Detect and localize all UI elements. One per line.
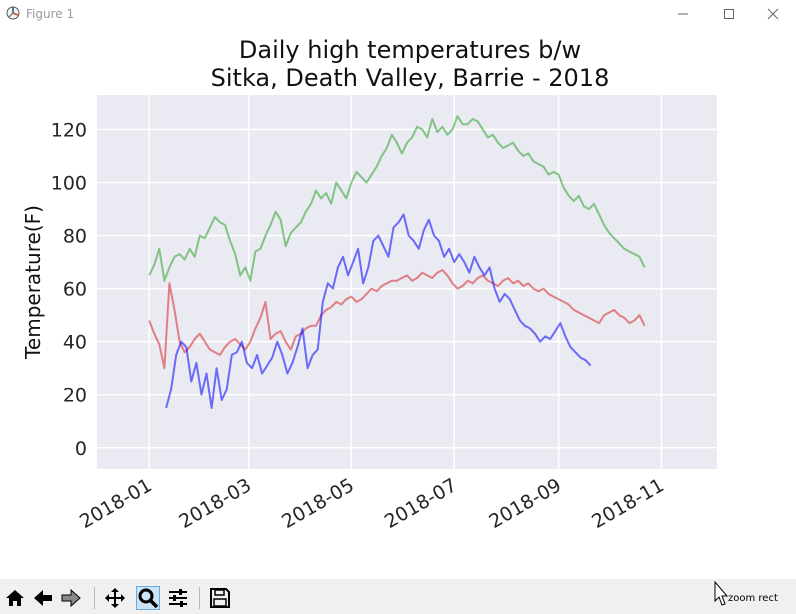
x-tick-labels: 2018-01 2018-03 2018-05 2018-07 2018-09 2018-… bbox=[76, 474, 668, 533]
pan-icon bbox=[105, 588, 125, 608]
chart-title-line-2: Sitka, Death Valley, Barrie - 2018 bbox=[211, 64, 610, 92]
configure-icon bbox=[169, 589, 187, 607]
series-line-3 bbox=[165, 213, 592, 409]
home-button[interactable] bbox=[4, 587, 26, 609]
toolbar-status-text: zoom rect bbox=[728, 593, 778, 604]
toolbar-separator bbox=[199, 587, 200, 609]
mouse-cursor-icon bbox=[714, 581, 728, 606]
configure-subplots-button[interactable] bbox=[167, 587, 189, 609]
minimize-button[interactable] bbox=[660, 0, 706, 28]
matplotlib-app-icon bbox=[6, 6, 20, 20]
grid-lines bbox=[97, 95, 717, 469]
y-tick-labels: 0 20 40 60 80 100 120 bbox=[51, 119, 87, 459]
x-tick-label: 2018-05 bbox=[278, 474, 358, 533]
x-tick-label: 2018-03 bbox=[175, 474, 255, 533]
chart-title-line-1: Daily high temperatures b/w bbox=[239, 36, 581, 64]
home-icon bbox=[6, 590, 24, 606]
y-tick-label: 40 bbox=[63, 332, 87, 354]
zoom-icon bbox=[138, 588, 159, 609]
x-tick-label: 2018-01 bbox=[76, 474, 156, 533]
x-tick-label: 2018-07 bbox=[381, 474, 461, 533]
window-titlebar: Figure 1 bbox=[0, 0, 796, 28]
close-button[interactable] bbox=[750, 0, 796, 28]
y-tick-label: 60 bbox=[63, 279, 87, 301]
back-button[interactable] bbox=[32, 587, 54, 609]
maximize-button[interactable] bbox=[706, 0, 752, 28]
y-tick-label: 20 bbox=[63, 385, 87, 407]
save-button[interactable] bbox=[209, 587, 231, 609]
maximize-icon bbox=[724, 9, 734, 19]
forward-button[interactable] bbox=[60, 587, 82, 609]
y-tick-label: 120 bbox=[51, 119, 87, 141]
save-icon bbox=[210, 588, 230, 608]
x-tick-label: 2018-11 bbox=[588, 474, 668, 533]
navigation-toolbar bbox=[0, 579, 796, 614]
series-line-2 bbox=[148, 269, 646, 370]
data-series bbox=[148, 115, 646, 409]
y-axis-label: Temperature(F) bbox=[21, 205, 45, 360]
back-icon bbox=[34, 590, 52, 606]
plot-area[interactable] bbox=[97, 95, 717, 469]
x-tick-label: 2018-09 bbox=[485, 474, 565, 533]
figure-canvas[interactable]: Daily high temperatures b/w Sitka, Death… bbox=[0, 28, 796, 579]
forward-icon bbox=[61, 588, 81, 608]
y-tick-label: 0 bbox=[75, 438, 87, 460]
pan-button[interactable] bbox=[104, 587, 126, 609]
minimize-icon bbox=[678, 13, 688, 15]
toolbar-separator bbox=[94, 587, 95, 609]
zoom-button[interactable] bbox=[136, 586, 160, 610]
y-tick-label: 80 bbox=[63, 226, 87, 248]
close-icon bbox=[767, 8, 779, 20]
y-tick-label: 100 bbox=[51, 173, 87, 195]
series-line-1 bbox=[148, 115, 646, 282]
window-title: Figure 1 bbox=[26, 7, 75, 21]
